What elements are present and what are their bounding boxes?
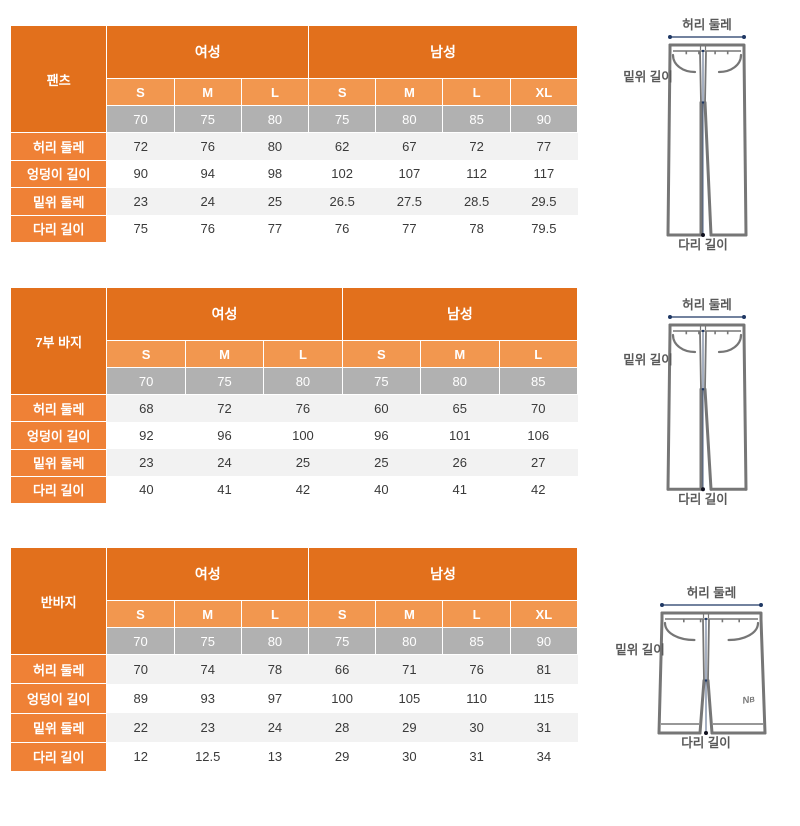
svg-text:밑위 길이: 밑위 길이 [623, 69, 672, 84]
svg-text:다리 길이: 다리 길이 [678, 491, 727, 506]
svg-text:밑위 길이: 밑위 길이 [623, 352, 672, 367]
svg-text:허리 둘레: 허리 둘레 [682, 298, 731, 312]
svg-text:허리 둘레: 허리 둘레 [682, 18, 731, 32]
svg-text:허리 둘레: 허리 둘레 [687, 586, 736, 600]
svg-text:다리 길이: 다리 길이 [681, 735, 730, 750]
svg-text:다리 길이: 다리 길이 [678, 237, 727, 252]
svg-text:밑위 길이: 밑위 길이 [615, 641, 664, 656]
svg-text:NB: NB [742, 693, 757, 706]
